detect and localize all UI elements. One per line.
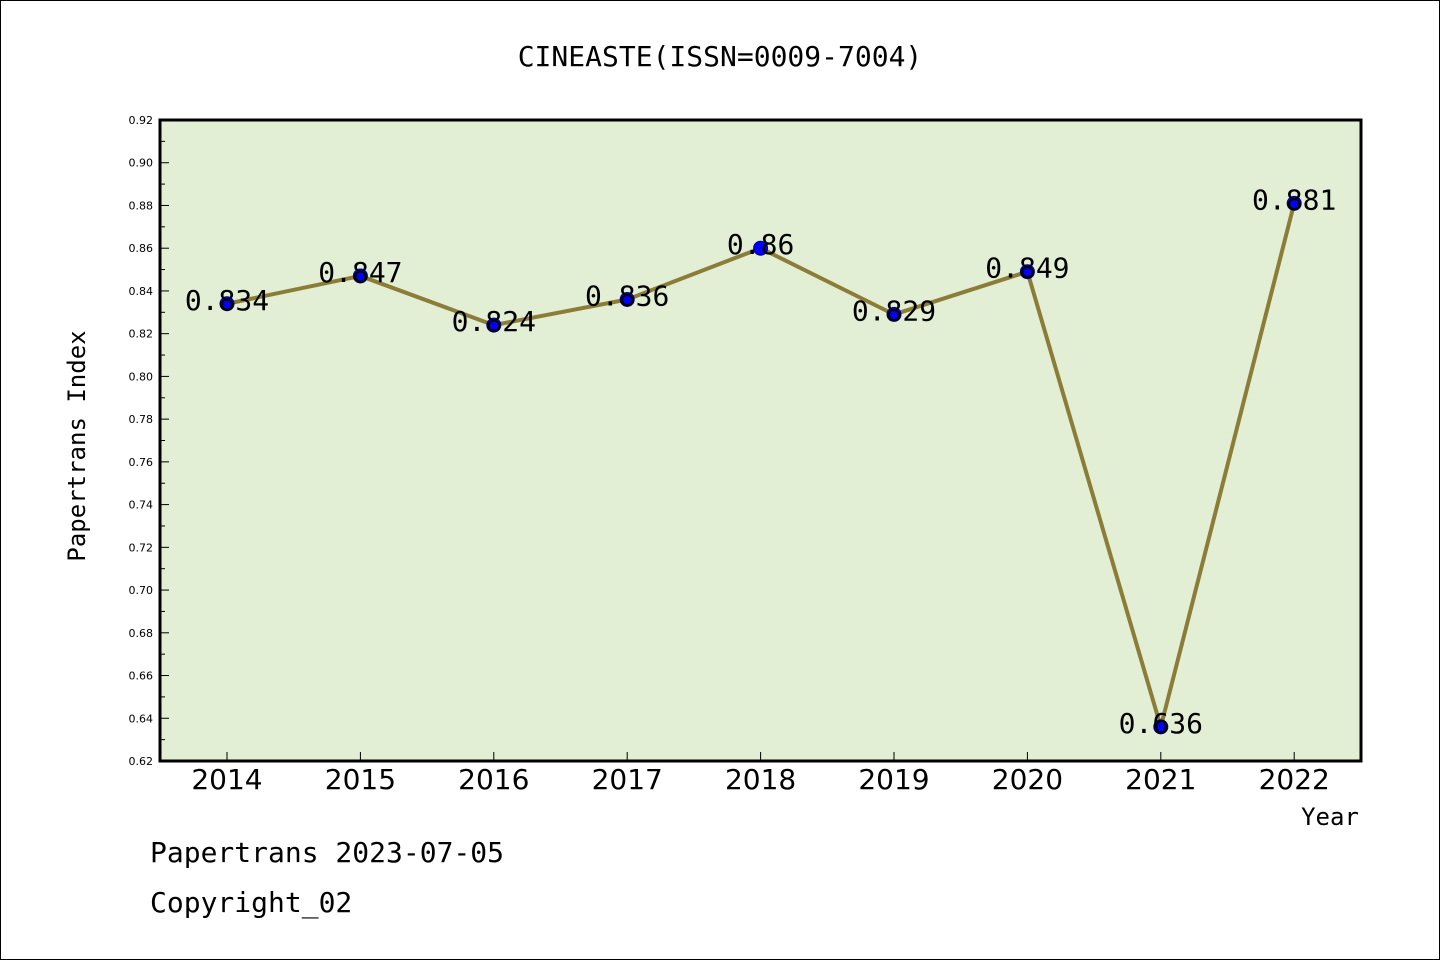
x-tick-label: 2018 xyxy=(725,763,796,796)
data-label: 0.636 xyxy=(1119,707,1203,740)
data-label: 0.829 xyxy=(852,294,936,327)
y-tick-label: 0.66 xyxy=(129,670,154,683)
data-point xyxy=(1019,264,1035,280)
data-point xyxy=(1153,719,1169,735)
series xyxy=(219,195,1302,735)
y-tick-label: 0.84 xyxy=(129,285,154,298)
y-tick-label: 0.90 xyxy=(129,157,154,170)
data-label: 0.847 xyxy=(318,256,402,289)
x-tick-label: 2020 xyxy=(992,763,1063,796)
footer-copyright: Copyright_02 xyxy=(150,886,353,919)
data-point xyxy=(619,291,635,307)
x-tick-label: 2015 xyxy=(325,763,396,796)
y-tick-label: 0.78 xyxy=(129,413,154,426)
x-axis-title: Year xyxy=(1301,803,1359,831)
y-axis: 0.62 0.64 0.66 0.68 0.70 0.72 0.74 0.76 0.78 0.80… xyxy=(129,114,169,768)
data-point xyxy=(886,306,902,322)
data-label: 0.881 xyxy=(1252,183,1336,216)
y-tick-label: 0.70 xyxy=(129,584,154,597)
data-label: 0.836 xyxy=(585,279,669,312)
x-tick-label: 2019 xyxy=(858,763,929,796)
data-point xyxy=(219,296,235,312)
footer-date: Papertrans 2023-07-05 xyxy=(150,836,505,869)
x-tick-label: 2021 xyxy=(1125,763,1196,796)
y-tick-label: 0.76 xyxy=(129,456,154,469)
y-tick-label: 0.88 xyxy=(129,199,154,212)
y-tick-label: 0.92 xyxy=(129,114,154,127)
data-labels: 0.834 0.847 0.824 0.836 0.86 0.829 0.849 0.636 0… xyxy=(185,183,1336,739)
data-label: 0.86 xyxy=(727,228,794,261)
y-tick-label: 0.82 xyxy=(129,328,154,341)
x-tick-label: 2022 xyxy=(1259,763,1330,796)
x-tick-label: 2016 xyxy=(458,763,529,796)
y-tick-label: 0.68 xyxy=(129,627,154,640)
data-label: 0.824 xyxy=(452,305,536,338)
y-tick-label: 0.62 xyxy=(129,755,154,768)
data-label: 0.849 xyxy=(985,252,1069,285)
y-tick-label: 0.72 xyxy=(129,541,154,554)
y-axis-title: Papertrans Index xyxy=(63,330,91,561)
x-axis: 2014 2015 2016 2017 2018 2019 2020 2021 2022 xyxy=(191,752,1330,796)
data-point xyxy=(1286,195,1302,211)
y-tick-label: 0.74 xyxy=(129,499,154,512)
data-point xyxy=(753,240,769,256)
y-tick-label: 0.86 xyxy=(129,242,154,255)
y-tick-label: 0.64 xyxy=(129,712,154,725)
chart-title: CINEASTE(ISSN=0009-7004) xyxy=(518,40,923,73)
y-tick-label: 0.80 xyxy=(129,370,154,383)
data-label: 0.834 xyxy=(185,284,269,317)
data-point xyxy=(352,268,368,284)
x-tick-label: 2014 xyxy=(191,763,262,796)
data-point xyxy=(486,317,502,333)
x-tick-label: 2017 xyxy=(592,763,663,796)
plot-area xyxy=(158,118,1363,763)
